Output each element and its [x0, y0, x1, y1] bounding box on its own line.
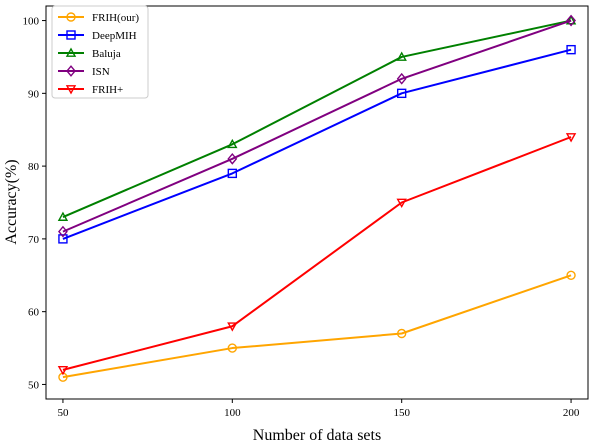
- data-point-deepmih: [227, 168, 238, 179]
- data-point-isn: [227, 152, 238, 165]
- data-point-baluja: [565, 15, 577, 25]
- legend-marker: [65, 47, 77, 57]
- series-isn: [58, 14, 576, 238]
- data-point-frih-our: [227, 343, 238, 353]
- data-point-frih: [57, 365, 69, 376]
- y-axis-title: Accuracy(%): [3, 159, 20, 244]
- legend-label: FRIH+: [92, 84, 123, 96]
- series-layer: [57, 14, 577, 382]
- data-point-frih: [227, 322, 238, 332]
- y-tick-label: 100: [23, 16, 40, 28]
- data-point-deepmih: [396, 88, 407, 99]
- x-tick-label: 100: [224, 407, 241, 419]
- series-line-frih: [62, 136, 572, 371]
- legend-label: FRIH(our): [92, 12, 139, 24]
- legend-marker: [66, 30, 76, 40]
- x-tick-label: 50: [57, 407, 69, 419]
- series-line-baluja: [62, 19, 572, 218]
- legend: FRIH(our) DeepMIH Baluja ISN FRIH+: [51, 5, 149, 99]
- legend-label: Baluja: [92, 48, 121, 60]
- legend-item-deepmih: DeepMIH: [58, 30, 137, 42]
- data-point-isn: [566, 14, 576, 27]
- series-frih-our: [58, 270, 576, 382]
- legend-item-frih: FRIH+: [58, 84, 123, 96]
- legend-marker: [66, 12, 76, 22]
- x-tick-label: 150: [393, 407, 410, 419]
- legend-marker: [65, 85, 77, 95]
- series-baluja: [57, 15, 577, 221]
- data-point-isn: [396, 72, 407, 85]
- series-line-deepmih: [62, 48, 572, 240]
- data-point-deepmih: [58, 234, 68, 244]
- x-tick-label: 200: [563, 407, 580, 419]
- y-tick-label: 70: [28, 234, 40, 246]
- data-point-isn: [58, 225, 68, 238]
- data-point-frih: [396, 198, 407, 208]
- data-point-baluja: [227, 138, 238, 149]
- data-point-deepmih: [566, 44, 576, 55]
- data-point-baluja: [396, 51, 407, 61]
- legend-box: [51, 5, 149, 99]
- legend-item-frih-our: FRIH(our): [58, 12, 139, 24]
- legend-marker: [66, 65, 76, 77]
- legend-label: DeepMIH: [92, 30, 137, 42]
- legend-label: ISN: [92, 66, 110, 78]
- y-axis-ticks: 50 60 70 80 90 100: [23, 16, 46, 391]
- legend-item-baluja: Baluja: [58, 47, 121, 60]
- y-tick-label: 80: [28, 161, 40, 173]
- legend-item-isn: ISN: [58, 65, 110, 78]
- y-tick-label: 50: [28, 379, 40, 391]
- y-tick-label: 90: [28, 88, 40, 100]
- x-axis-title: Number of data sets: [253, 427, 381, 444]
- data-point-frih-our: [566, 270, 576, 280]
- data-point-frih: [565, 133, 577, 143]
- data-point-frih-our: [396, 328, 407, 339]
- series-line-isn: [62, 19, 572, 233]
- series-frih: [57, 133, 577, 376]
- plot-frame: [45, 5, 589, 400]
- series-line-frih-our: [62, 274, 572, 379]
- x-axis-ticks: 50 100 150 200: [57, 399, 580, 419]
- y-tick-label: 60: [28, 307, 40, 319]
- series-deepmih: [58, 44, 576, 244]
- data-point-baluja: [57, 211, 69, 221]
